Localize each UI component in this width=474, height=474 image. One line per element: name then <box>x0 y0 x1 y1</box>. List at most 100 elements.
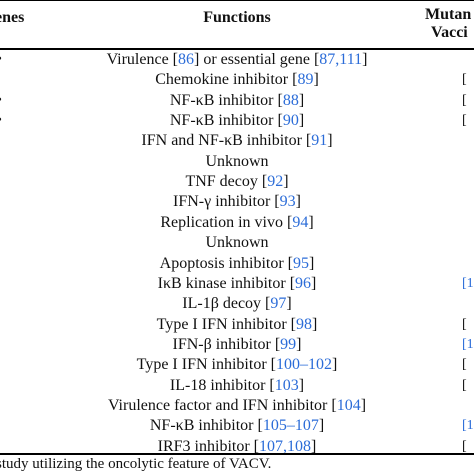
function-text: ] <box>296 335 302 353</box>
function-text: Apoptosis inhibitor [ <box>159 254 293 272</box>
function-text: Unknown <box>205 152 269 170</box>
function-text: IRF3 inhibitor [ <box>157 437 259 455</box>
function-text: ] <box>283 173 289 191</box>
reference-link[interactable]: 105–107 <box>262 417 319 435</box>
reference-link[interactable]: 93 <box>279 193 296 211</box>
header-rule <box>0 48 474 50</box>
table-row: IFN-β inhibitor [99] [1 <box>0 335 474 355</box>
reference-link[interactable]: 88 <box>282 91 299 109</box>
reference-link[interactable]: 95 <box>293 254 309 272</box>
vaccine-cell-fragment: [ <box>462 357 467 373</box>
function-text: ] <box>298 91 305 109</box>
function-cell: NF-κB inhibitor [105–107] <box>0 416 474 436</box>
function-text: Type I IFN inhibitor [ <box>156 315 296 333</box>
function-text: IL-1β decoy [ <box>182 295 271 313</box>
function-text: ] <box>311 437 317 455</box>
reference-link[interactable]: 89 <box>297 71 314 89</box>
function-text: IκB kinase inhibitor [ <box>157 274 296 292</box>
function-cell: IFN and NF-κB inhibitor [91] <box>0 131 474 151</box>
function-text: ] <box>318 417 325 435</box>
reference-link[interactable]: 87,111 <box>319 51 363 68</box>
function-cell: IRF3 inhibitor [107,108] <box>0 437 474 457</box>
header-vaccine: Vacci <box>431 24 468 41</box>
reference-link[interactable]: 100–102 <box>275 356 332 374</box>
table-row: Unknown. <box>0 233 474 253</box>
reference-link[interactable]: 91 <box>311 132 328 150</box>
function-cell: IL-1β decoy [97] <box>0 294 474 314</box>
table-row: NF-κB inhibitor [88]•[ <box>0 91 474 111</box>
table-row: Type I IFN inhibitor [100–102][ <box>0 355 474 375</box>
function-text: Chemokine inhibitor [ <box>155 71 298 89</box>
reference-link[interactable]: 96 <box>295 274 312 292</box>
gene-cell-fragment: . <box>0 274 1 294</box>
reference-link[interactable]: 94 <box>292 213 309 231</box>
reference-link[interactable]: 90 <box>282 112 299 130</box>
function-cell: Unknown <box>0 233 474 253</box>
vaccine-cell-fragment: [ <box>462 113 467 129</box>
reference-link[interactable]: 86 <box>178 51 195 68</box>
function-text: ] <box>360 396 367 414</box>
top-rule <box>0 0 474 1</box>
function-text: ] <box>295 193 301 211</box>
table-row: IFN and NF-κB inhibitor [91] <box>0 131 474 151</box>
reference-link[interactable]: 92 <box>267 173 284 191</box>
function-text: Type I IFN inhibitor [ <box>136 356 276 374</box>
function-cell: TNF decoy [92] <box>0 172 474 192</box>
header-functions: Functions <box>203 9 271 26</box>
vaccine-cell-fragment: [ <box>462 316 467 332</box>
function-text: ] <box>362 51 368 68</box>
table-row: Virulence [86] or essential gene [87,111… <box>0 50 474 70</box>
gene-cell-fragment: • <box>0 91 2 111</box>
function-text: ] <box>308 213 314 231</box>
reference-link[interactable]: 99 <box>280 335 297 353</box>
function-text: ] <box>311 315 318 333</box>
function-text: IFN and NF-κB inhibitor [ <box>141 132 312 150</box>
reference-link[interactable]: 97 <box>270 295 287 313</box>
function-cell: Type I IFN inhibitor [98] <box>0 315 474 335</box>
header-mutant: Mutan <box>425 6 472 23</box>
table-row: IFN-γ inhibitor [93] <box>0 192 474 212</box>
header-genes: enes <box>0 9 25 26</box>
table-row: Replication in vivo [94] <box>0 213 474 233</box>
function-cell: Type I IFN inhibitor [100–102] <box>0 355 474 375</box>
function-cell: NF-κB inhibitor [90] <box>0 111 474 131</box>
table-row: Chemokine inhibitor [89]. [ <box>0 70 474 90</box>
vaccine-cell-fragment: [1 <box>462 418 474 434</box>
vaccine-cell-fragment: [ <box>462 377 467 393</box>
function-cell: Apoptosis inhibitor [95] <box>0 254 474 274</box>
function-text: IFN-γ inhibitor [ <box>173 193 280 211</box>
reference-link[interactable]: 98 <box>295 315 312 333</box>
reference-link[interactable]: 107,108 <box>259 437 311 455</box>
reference-link[interactable]: 104 <box>336 396 361 414</box>
function-cell: IFN-γ inhibitor [93] <box>0 192 474 212</box>
gene-cell-fragment: . <box>0 315 1 335</box>
vaccine-cell-fragment: [ <box>462 438 467 454</box>
table-row: IL-18 inhibitor [103]. [ <box>0 376 474 396</box>
vaccine-cell-fragment: [ <box>462 92 467 108</box>
function-text: IFN-β inhibitor [ <box>172 335 281 353</box>
table-row: Virulence factor and IFN inhibitor [104] <box>0 396 474 416</box>
gene-cell-fragment: . <box>0 233 1 253</box>
function-text: NF-κB inhibitor [ <box>169 112 283 130</box>
table-row: Type I IFN inhibitor [98]. [ <box>0 315 474 335</box>
function-cell: Unknown <box>0 152 474 172</box>
function-cell: IL-18 inhibitor [103] <box>0 376 474 396</box>
table-row: IRF3 inhibitor [107,108][ <box>0 437 474 457</box>
function-cell: IFN-β inhibitor [99] <box>0 335 474 355</box>
vaccine-cell-fragment: [1 <box>462 336 474 352</box>
reference-link[interactable]: 103 <box>274 376 299 394</box>
table-row: NF-κB inhibitor [105–107] [1 <box>0 416 474 436</box>
table-row: NF-κB inhibitor [90]•[ <box>0 111 474 131</box>
function-cell: NF-κB inhibitor [88] <box>0 91 474 111</box>
table-row: IκB kinase inhibitor [96]. [1 <box>0 274 474 294</box>
function-text: ] <box>327 132 333 150</box>
function-text: NF-κB inhibitor [ <box>149 417 263 435</box>
function-text: NF-κB inhibitor [ <box>169 91 283 109</box>
vaccine-cell-fragment: [1 <box>462 275 474 291</box>
function-text: ] <box>298 376 305 394</box>
function-text: ] <box>313 71 319 89</box>
function-text: ] <box>309 254 315 272</box>
bottom-rule <box>0 453 474 455</box>
table-row: Apoptosis inhibitor [95] <box>0 254 474 274</box>
function-text: ] <box>286 295 292 313</box>
